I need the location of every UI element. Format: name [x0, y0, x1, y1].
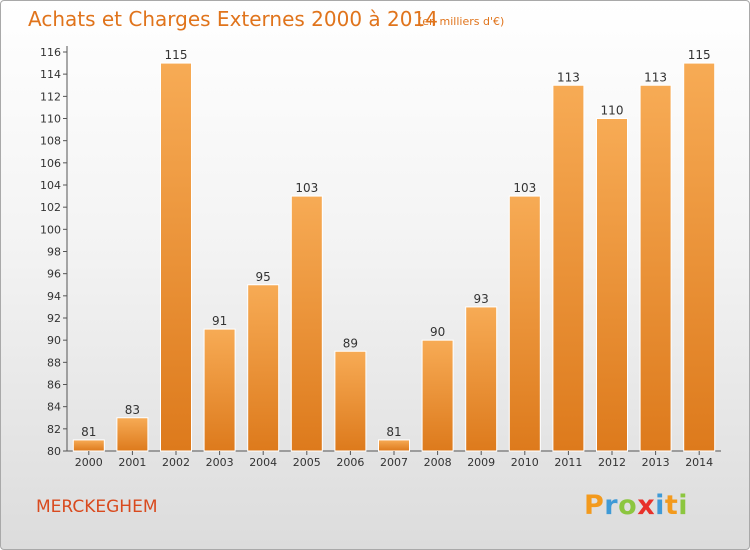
y-tick-label: 112: [40, 90, 61, 103]
x-tick-label: 2008: [424, 456, 452, 469]
bar-2005: [290, 195, 323, 452]
y-tick-label: 82: [47, 423, 61, 436]
x-tick-label: 2011: [554, 456, 582, 469]
bar-2014: [683, 62, 716, 452]
bar-2006: [334, 350, 367, 452]
logo-letter: i: [655, 490, 665, 521]
chart-subtitle: (en milliers d'€): [418, 15, 505, 28]
x-tick-label: 2010: [511, 456, 539, 469]
bar-2011: [552, 84, 585, 452]
logo-letter: x: [637, 490, 656, 521]
value-label: 113: [557, 70, 580, 84]
y-tick-label: 92: [47, 312, 61, 325]
bar-2001: [116, 417, 149, 452]
y-tick-label: 114: [40, 68, 61, 81]
value-label: 93: [474, 292, 489, 306]
value-label: 110: [601, 104, 624, 118]
value-label: 115: [165, 48, 188, 62]
y-tick-label: 96: [47, 268, 61, 281]
y-tick-label: 88: [47, 356, 61, 369]
y-tick-label: 108: [40, 135, 61, 148]
x-tick-label: 2005: [293, 456, 321, 469]
bar-2013: [639, 84, 672, 452]
value-label: 115: [688, 48, 711, 62]
y-tick-label: 84: [47, 401, 61, 414]
value-label: 83: [125, 403, 140, 417]
commune-name: MERCKEGHEM: [36, 497, 158, 517]
logo-letter: i: [678, 490, 689, 521]
bar-2000: [72, 439, 105, 452]
y-tick-label: 106: [40, 157, 61, 170]
x-tick-label: 2014: [685, 456, 713, 469]
bar-2010: [508, 195, 541, 452]
proxiti-logo: Proxiti: [584, 490, 688, 521]
bar-2002: [160, 62, 192, 452]
value-label: 103: [513, 181, 536, 195]
logo-letter: r: [604, 490, 619, 521]
bar-2004: [247, 284, 280, 452]
x-tick-label: 2000: [75, 456, 103, 469]
value-label: 89: [343, 336, 358, 350]
value-label: 103: [295, 181, 318, 195]
logo-letter: t: [664, 490, 679, 521]
y-tick-label: 86: [47, 379, 61, 392]
bar-2007: [378, 439, 410, 452]
logo-letter: o: [618, 490, 638, 521]
value-label: 81: [386, 425, 401, 439]
y-tick-label: 80: [47, 445, 61, 458]
value-label: 90: [430, 325, 445, 339]
y-tick-label: 94: [47, 290, 61, 303]
y-tick-label: 104: [40, 179, 61, 192]
x-tick-label: 2007: [380, 456, 408, 469]
y-tick-label: 102: [40, 201, 61, 214]
x-tick-label: 2006: [336, 456, 364, 469]
y-tick-label: 110: [40, 113, 61, 126]
value-label: 81: [81, 425, 96, 439]
y-tick-label: 98: [47, 246, 61, 259]
y-tick-label: 90: [47, 334, 61, 347]
bar-2012: [596, 118, 628, 452]
value-label: 113: [644, 70, 667, 84]
bar-2003: [203, 328, 236, 452]
x-tick-label: 2012: [598, 456, 626, 469]
bar-2009: [465, 306, 498, 452]
value-label: 95: [256, 270, 271, 284]
chart-title: Achats et Charges Externes 2000 à 2014: [28, 7, 438, 31]
x-tick-label: 2002: [162, 456, 190, 469]
y-tick-label: 100: [40, 223, 61, 236]
x-tick-label: 2009: [467, 456, 495, 469]
value-label: 91: [212, 314, 227, 328]
y-tick-label: 116: [40, 46, 61, 59]
x-tick-label: 2013: [642, 456, 670, 469]
x-tick-label: 2004: [249, 456, 277, 469]
logo-letter: P: [584, 490, 605, 521]
x-tick-label: 2001: [118, 456, 146, 469]
bar-2008: [421, 339, 454, 452]
x-tick-label: 2003: [206, 456, 234, 469]
